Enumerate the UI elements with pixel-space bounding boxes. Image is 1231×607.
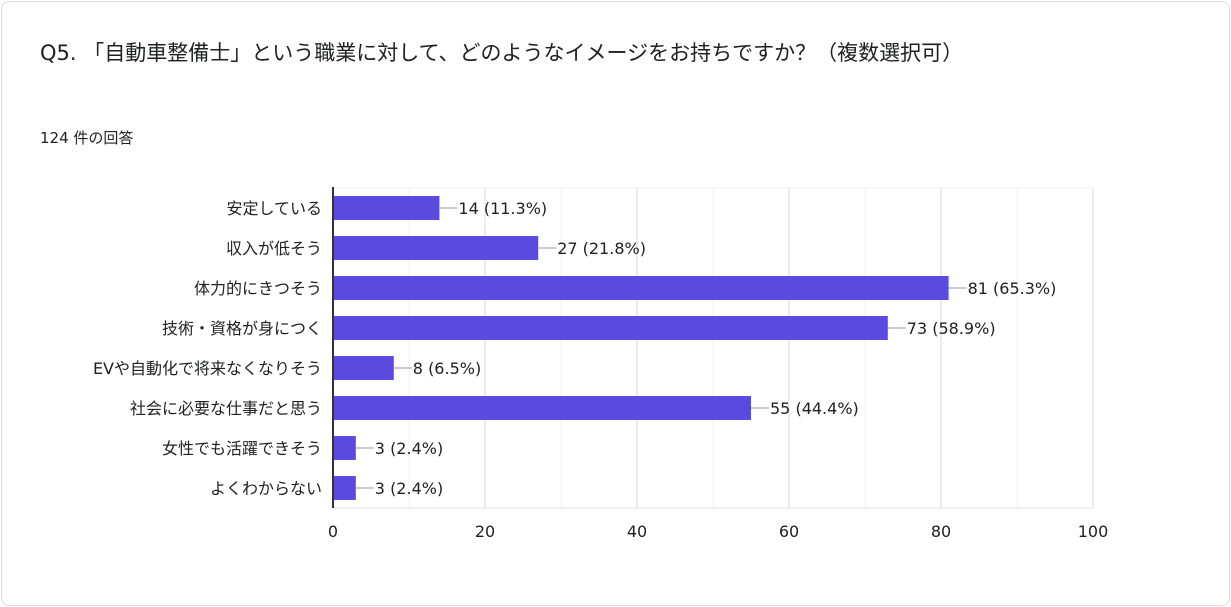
category-label: 社会に必要な仕事だと思う xyxy=(130,399,322,418)
bar xyxy=(333,356,394,380)
ticks-layer: 0 20 40 60 80 100 xyxy=(328,187,1108,541)
x-tick-label: 100 xyxy=(1078,522,1109,541)
bar xyxy=(333,196,440,220)
x-tick-label: 40 xyxy=(627,522,647,541)
category-label: EVや自動化で将来なくなりそう xyxy=(93,359,322,378)
x-tick-label: 0 xyxy=(328,522,338,541)
bar xyxy=(333,436,356,460)
category-label: よくわからない xyxy=(210,479,322,498)
data-label: 3 (2.4%) xyxy=(375,439,443,458)
bar xyxy=(333,276,949,300)
category-label: 女性でも活躍できそう xyxy=(162,439,322,458)
data-label: 8 (6.5%) xyxy=(413,359,481,378)
response-count: 124 件の回答 xyxy=(40,129,134,147)
bar xyxy=(333,236,539,260)
bar xyxy=(333,476,356,500)
bars-layer xyxy=(333,196,949,500)
bar xyxy=(333,316,888,340)
category-label: 収入が低そう xyxy=(226,239,322,258)
data-label: 73 (58.9%) xyxy=(907,319,996,338)
category-label: 技術・資格が身につく xyxy=(162,319,322,338)
data-label: 27 (21.8%) xyxy=(557,239,646,258)
x-tick-label: 20 xyxy=(475,522,495,541)
category-label: 安定している xyxy=(226,199,322,218)
data-label: 14 (11.3%) xyxy=(458,199,547,218)
data-label: 3 (2.4%) xyxy=(375,479,443,498)
bar xyxy=(333,396,751,420)
question-title: Q5. 「自動車整備士」という職業に対して、どのようなイメージをお持ちですか？（… xyxy=(40,41,964,65)
x-tick-label: 60 xyxy=(779,522,799,541)
labels-layer: 安定している 14 (11.3%) 収入が低そう 27 (21.8%) 体力的にきつそう… xyxy=(93,199,1056,498)
category-label: 体力的にきつそう xyxy=(194,279,322,298)
data-label: 81 (65.3%) xyxy=(968,279,1057,298)
data-label: 55 (44.4%) xyxy=(770,399,859,418)
x-tick-label: 80 xyxy=(931,522,951,541)
